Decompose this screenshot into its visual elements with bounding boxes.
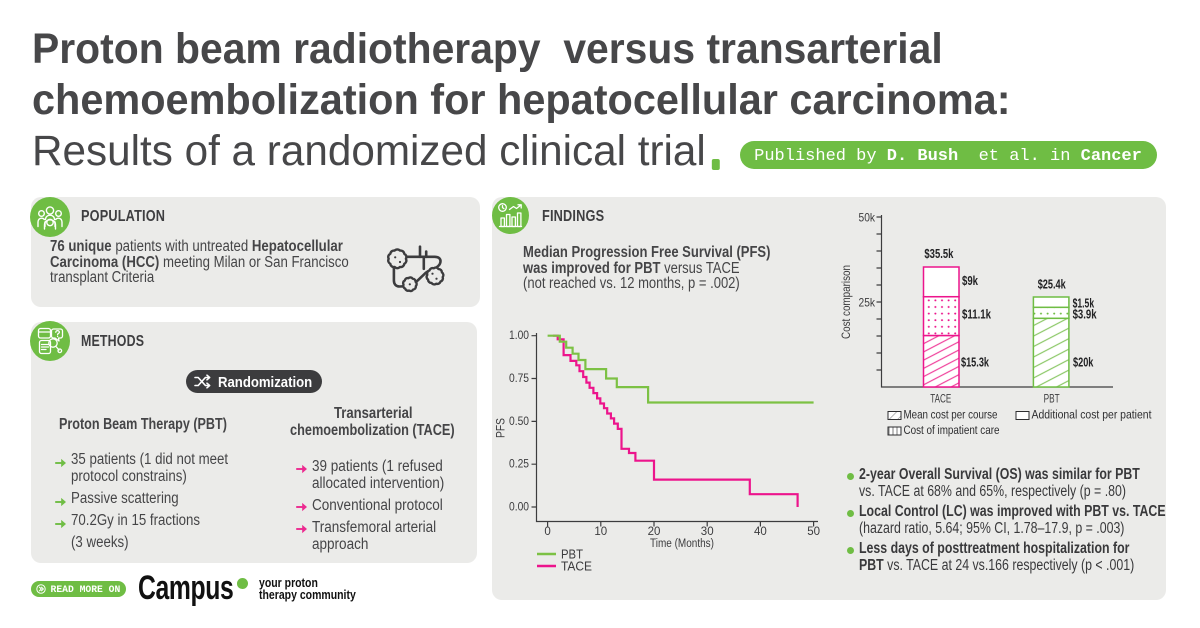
svg-text:$35.5k: $35.5k bbox=[924, 247, 953, 261]
svg-text:TACE: TACE bbox=[930, 392, 951, 406]
svg-text:PBT: PBT bbox=[561, 548, 583, 562]
svg-text:$11.1k: $11.1k bbox=[962, 308, 991, 322]
svg-text:50: 50 bbox=[807, 526, 820, 538]
svg-text:25k: 25k bbox=[859, 296, 876, 310]
svg-text:1.00: 1.00 bbox=[509, 330, 529, 342]
svg-text:$20k: $20k bbox=[1073, 355, 1093, 369]
svg-text:0.25: 0.25 bbox=[509, 459, 529, 471]
svg-text:Cost comparison: Cost comparison bbox=[840, 265, 853, 339]
svg-text:20: 20 bbox=[648, 526, 661, 538]
svg-text:40: 40 bbox=[754, 526, 767, 538]
svg-text:$9k: $9k bbox=[962, 274, 978, 288]
svg-text:0: 0 bbox=[544, 526, 550, 538]
svg-text:0.50: 0.50 bbox=[509, 416, 529, 428]
svg-text:Mean cost per course: Mean cost per course bbox=[904, 408, 998, 422]
svg-text:0.75: 0.75 bbox=[509, 373, 529, 385]
svg-text:30: 30 bbox=[701, 526, 714, 538]
svg-text:$1.5k: $1.5k bbox=[1073, 296, 1095, 310]
svg-text:10: 10 bbox=[594, 526, 607, 538]
svg-text:TACE: TACE bbox=[561, 560, 592, 574]
svg-text:Time (Months): Time (Months) bbox=[650, 538, 714, 550]
svg-text:$3.9k: $3.9k bbox=[1073, 307, 1097, 321]
svg-text:Additional cost per patient: Additional cost per patient bbox=[1032, 408, 1152, 422]
svg-text:Cost of impatient care: Cost of impatient care bbox=[904, 423, 1000, 437]
svg-text:0.00: 0.00 bbox=[509, 502, 529, 514]
svg-text:$15.3k: $15.3k bbox=[961, 355, 989, 369]
svg-text:PFS: PFS bbox=[496, 418, 508, 438]
svg-text:$25.4k: $25.4k bbox=[1038, 277, 1066, 291]
svg-text:PBT: PBT bbox=[1044, 392, 1060, 406]
svg-text:50k: 50k bbox=[859, 210, 876, 224]
